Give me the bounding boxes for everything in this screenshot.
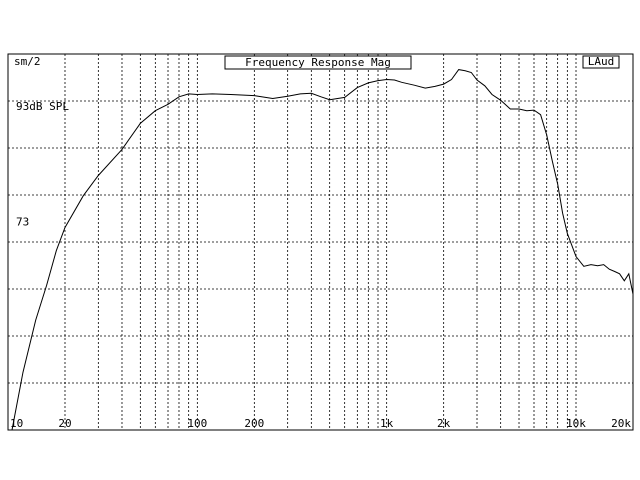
grid — [8, 54, 633, 430]
y-annotation-label: 93dB SPL — [16, 100, 69, 113]
badge-label: LAud — [588, 55, 615, 68]
x-tick-labels: 10 20 100 200 1k 2k 10k 20k — [10, 417, 631, 430]
x-tick-label: 20k — [611, 417, 631, 430]
y-annotations: 93dB SPL 73 — [16, 100, 69, 229]
x-tick-label: 200 — [244, 417, 264, 430]
x-tick-label: 10k — [566, 417, 586, 430]
y-annotation-label: 73 — [16, 216, 29, 229]
x-tick-label: 1k — [380, 417, 394, 430]
x-tick-label: 2k — [437, 417, 451, 430]
x-tick-label: 100 — [187, 417, 207, 430]
title-frame — [224, 55, 412, 70]
chart-title: Frequency Response Mag — [245, 56, 391, 69]
series-line — [11, 69, 634, 431]
x-tick-label: 20 — [58, 417, 71, 430]
x-tick-label: 10 — [10, 417, 23, 430]
y-unit-label: sm/2 — [14, 55, 41, 68]
badge-frame — [582, 55, 620, 69]
